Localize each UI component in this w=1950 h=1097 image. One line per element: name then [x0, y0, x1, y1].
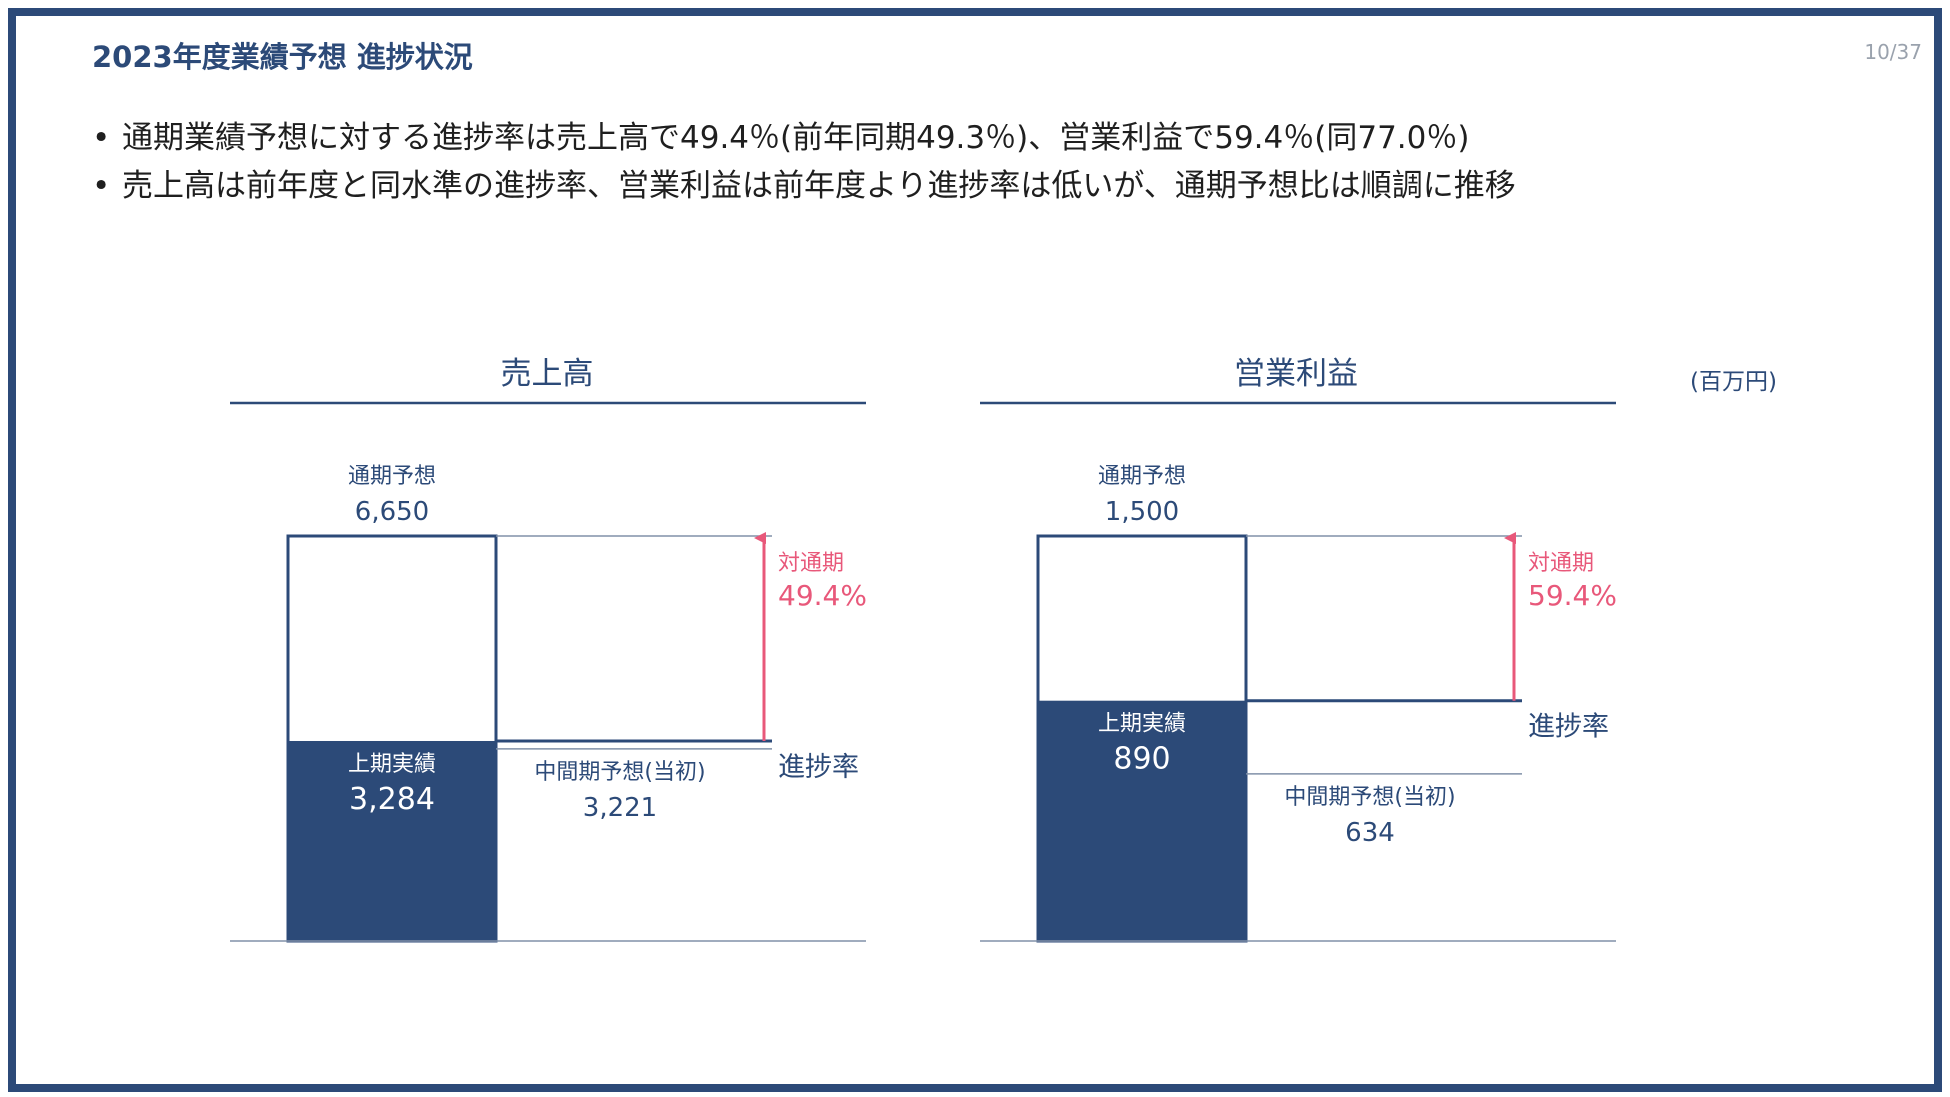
slide-title: 2023年度業績予想 進捗状況 — [92, 40, 473, 74]
progress-vs-full-year-label: 対通期 — [1528, 551, 1594, 576]
progress-vs-full-year-label: 対通期 — [778, 551, 844, 576]
h1-actual-bar — [1038, 700, 1246, 941]
panel-title: 営業利益 — [1234, 356, 1358, 392]
interim-plan-value: 634 — [1345, 818, 1395, 848]
h1-actual-label: 上期実績 — [1098, 712, 1186, 737]
h1-actual-label: 上期実績 — [348, 752, 436, 777]
progress-rate-value: 49.4% — [778, 579, 867, 612]
slide-frame — [8, 8, 1942, 1092]
unit-label: (百万円) — [1690, 369, 1777, 395]
panel-title: 売上高 — [501, 356, 594, 392]
progress-rate-label: 進捗率 — [778, 752, 859, 783]
interim-plan-label: 中間期予想(当初) — [1284, 785, 1455, 810]
bullet-item: 通期業績予想に対する進捗率は売上高で49.4％(前年同期49.3％)、営業利益で… — [92, 114, 1516, 162]
interim-plan-label: 中間期予想(当初) — [534, 760, 705, 785]
full-year-forecast-value: 6,650 — [355, 497, 429, 527]
h1-actual-value: 890 — [1113, 742, 1170, 777]
full-year-forecast-label: 通期予想 — [1098, 464, 1186, 489]
page-number: 10/37 — [1864, 40, 1922, 64]
h1-actual-value: 3,284 — [349, 782, 435, 817]
interim-plan-value: 3,221 — [583, 793, 657, 823]
progress-rate-value: 59.4% — [1528, 579, 1617, 612]
full-year-forecast-value: 1,500 — [1105, 497, 1179, 527]
full-year-forecast-label: 通期予想 — [348, 464, 436, 489]
h1-actual-bar — [288, 740, 496, 941]
bullet-item: 売上高は前年度と同水準の進捗率、営業利益は前年度より進捗率は低いが、通期予想比は… — [92, 162, 1516, 210]
progress-rate-label: 進捗率 — [1528, 712, 1609, 743]
bullet-list: 通期業績予想に対する進捗率は売上高で49.4％(前年同期49.3％)、営業利益で… — [92, 114, 1516, 210]
